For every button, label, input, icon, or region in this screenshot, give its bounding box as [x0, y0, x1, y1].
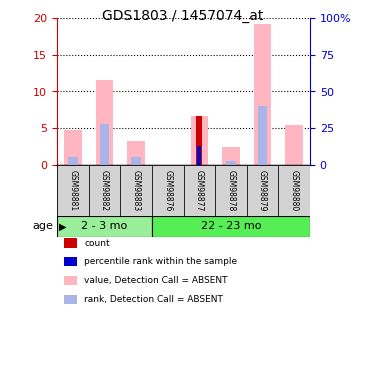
Bar	[184, 165, 215, 216]
Bar	[226, 161, 236, 165]
Bar	[278, 165, 310, 216]
Bar	[57, 165, 89, 216]
Text: 22 - 23 mo: 22 - 23 mo	[201, 222, 261, 231]
Bar	[64, 130, 81, 165]
Text: rank, Detection Call = ABSENT: rank, Detection Call = ABSENT	[84, 295, 223, 304]
Bar	[57, 216, 152, 237]
Text: 2 - 3 mo: 2 - 3 mo	[81, 222, 127, 231]
Text: age: age	[32, 222, 53, 231]
Bar	[127, 141, 145, 165]
Text: GSM98877: GSM98877	[195, 170, 204, 211]
Bar	[120, 165, 152, 216]
Text: value, Detection Call = ABSENT: value, Detection Call = ABSENT	[84, 276, 228, 285]
Text: GSM98879: GSM98879	[258, 170, 267, 211]
Bar	[191, 117, 208, 165]
Text: GSM98876: GSM98876	[163, 170, 172, 211]
Bar	[215, 165, 247, 216]
Bar	[258, 106, 267, 165]
Text: percentile rank within the sample: percentile rank within the sample	[84, 257, 238, 266]
Text: GSM98883: GSM98883	[131, 170, 141, 211]
Bar	[247, 165, 278, 216]
Text: GSM98882: GSM98882	[100, 170, 109, 211]
Bar	[100, 124, 109, 165]
Text: GSM98878: GSM98878	[226, 170, 235, 211]
Bar	[152, 216, 310, 237]
Bar	[89, 165, 120, 216]
Text: GSM98881: GSM98881	[68, 170, 77, 211]
Text: count: count	[84, 238, 110, 248]
Bar	[68, 157, 77, 165]
Bar	[285, 125, 303, 165]
Text: GSM98880: GSM98880	[290, 170, 299, 211]
Text: ▶: ▶	[59, 222, 66, 231]
Bar	[96, 81, 113, 165]
Bar	[152, 165, 184, 216]
Bar	[222, 147, 240, 165]
Bar	[197, 146, 201, 165]
Bar	[131, 157, 141, 165]
Text: GDS1803 / 1457074_at: GDS1803 / 1457074_at	[102, 9, 263, 23]
Bar	[196, 117, 202, 165]
Bar	[254, 24, 271, 165]
